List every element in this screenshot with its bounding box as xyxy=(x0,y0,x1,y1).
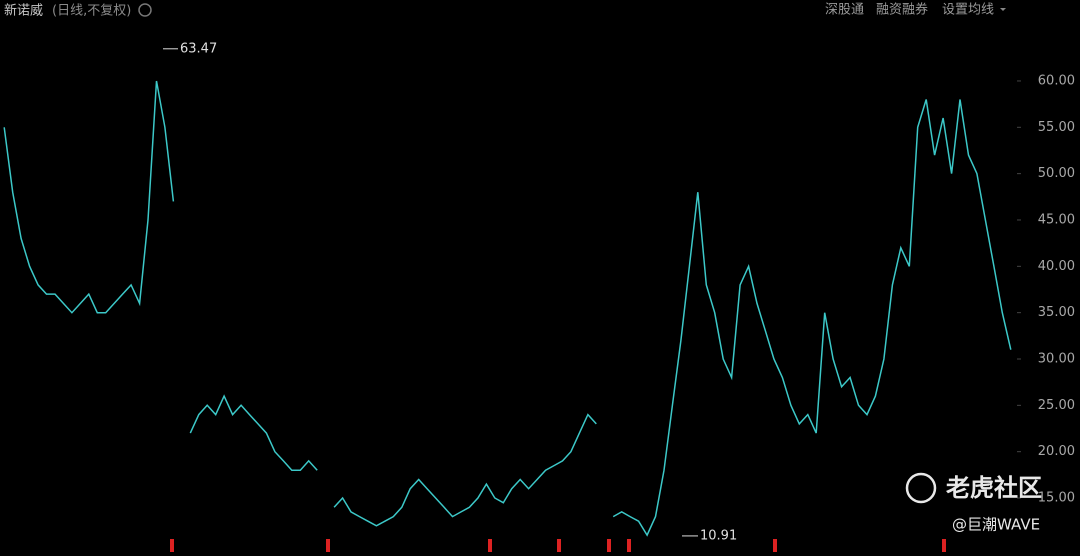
dividend-marker xyxy=(773,539,777,552)
y-tick-label: 60.00 xyxy=(1038,73,1075,88)
y-tick-label: 25.00 xyxy=(1038,398,1075,413)
y-tick-label: 15.00 xyxy=(1038,491,1075,506)
dividend-marker xyxy=(627,539,631,552)
y-tick-label: 40.00 xyxy=(1038,259,1075,274)
y-tick-label: 35.00 xyxy=(1038,305,1075,320)
toolbar-button[interactable]: 深股通 xyxy=(825,3,864,18)
dividend-marker xyxy=(326,539,330,552)
y-tick-label: 50.00 xyxy=(1038,166,1075,181)
dividend-marker xyxy=(607,539,611,552)
toolbar-button[interactable]: 设置均线 xyxy=(942,3,994,18)
toolbar-button[interactable]: 融资融券 xyxy=(876,2,928,18)
high-label: 63.47 xyxy=(180,41,217,56)
settings-icon[interactable] xyxy=(138,3,152,17)
chart-mode: (日线,不复权) xyxy=(52,3,131,19)
dividend-marker xyxy=(557,539,561,552)
dropdown-icon xyxy=(1000,8,1006,11)
watermark-author: @巨潮WAVE xyxy=(952,516,1040,534)
low-label: 10.91 xyxy=(700,528,737,543)
dividend-marker xyxy=(488,539,492,552)
watermark-brand: 老虎社区 xyxy=(946,474,1042,502)
dividend-marker xyxy=(942,539,946,552)
dividend-marker xyxy=(170,539,174,552)
dividend-markers xyxy=(170,539,946,552)
price-line xyxy=(3,80,1012,537)
y-tick-label: 30.00 xyxy=(1038,351,1075,366)
y-tick-label: 55.00 xyxy=(1038,120,1075,135)
stock-name: 新诺威 xyxy=(4,3,43,19)
watermark-logo xyxy=(905,472,937,504)
y-tick-label: 20.00 xyxy=(1038,444,1075,459)
y-tick-label: 45.00 xyxy=(1038,212,1075,227)
